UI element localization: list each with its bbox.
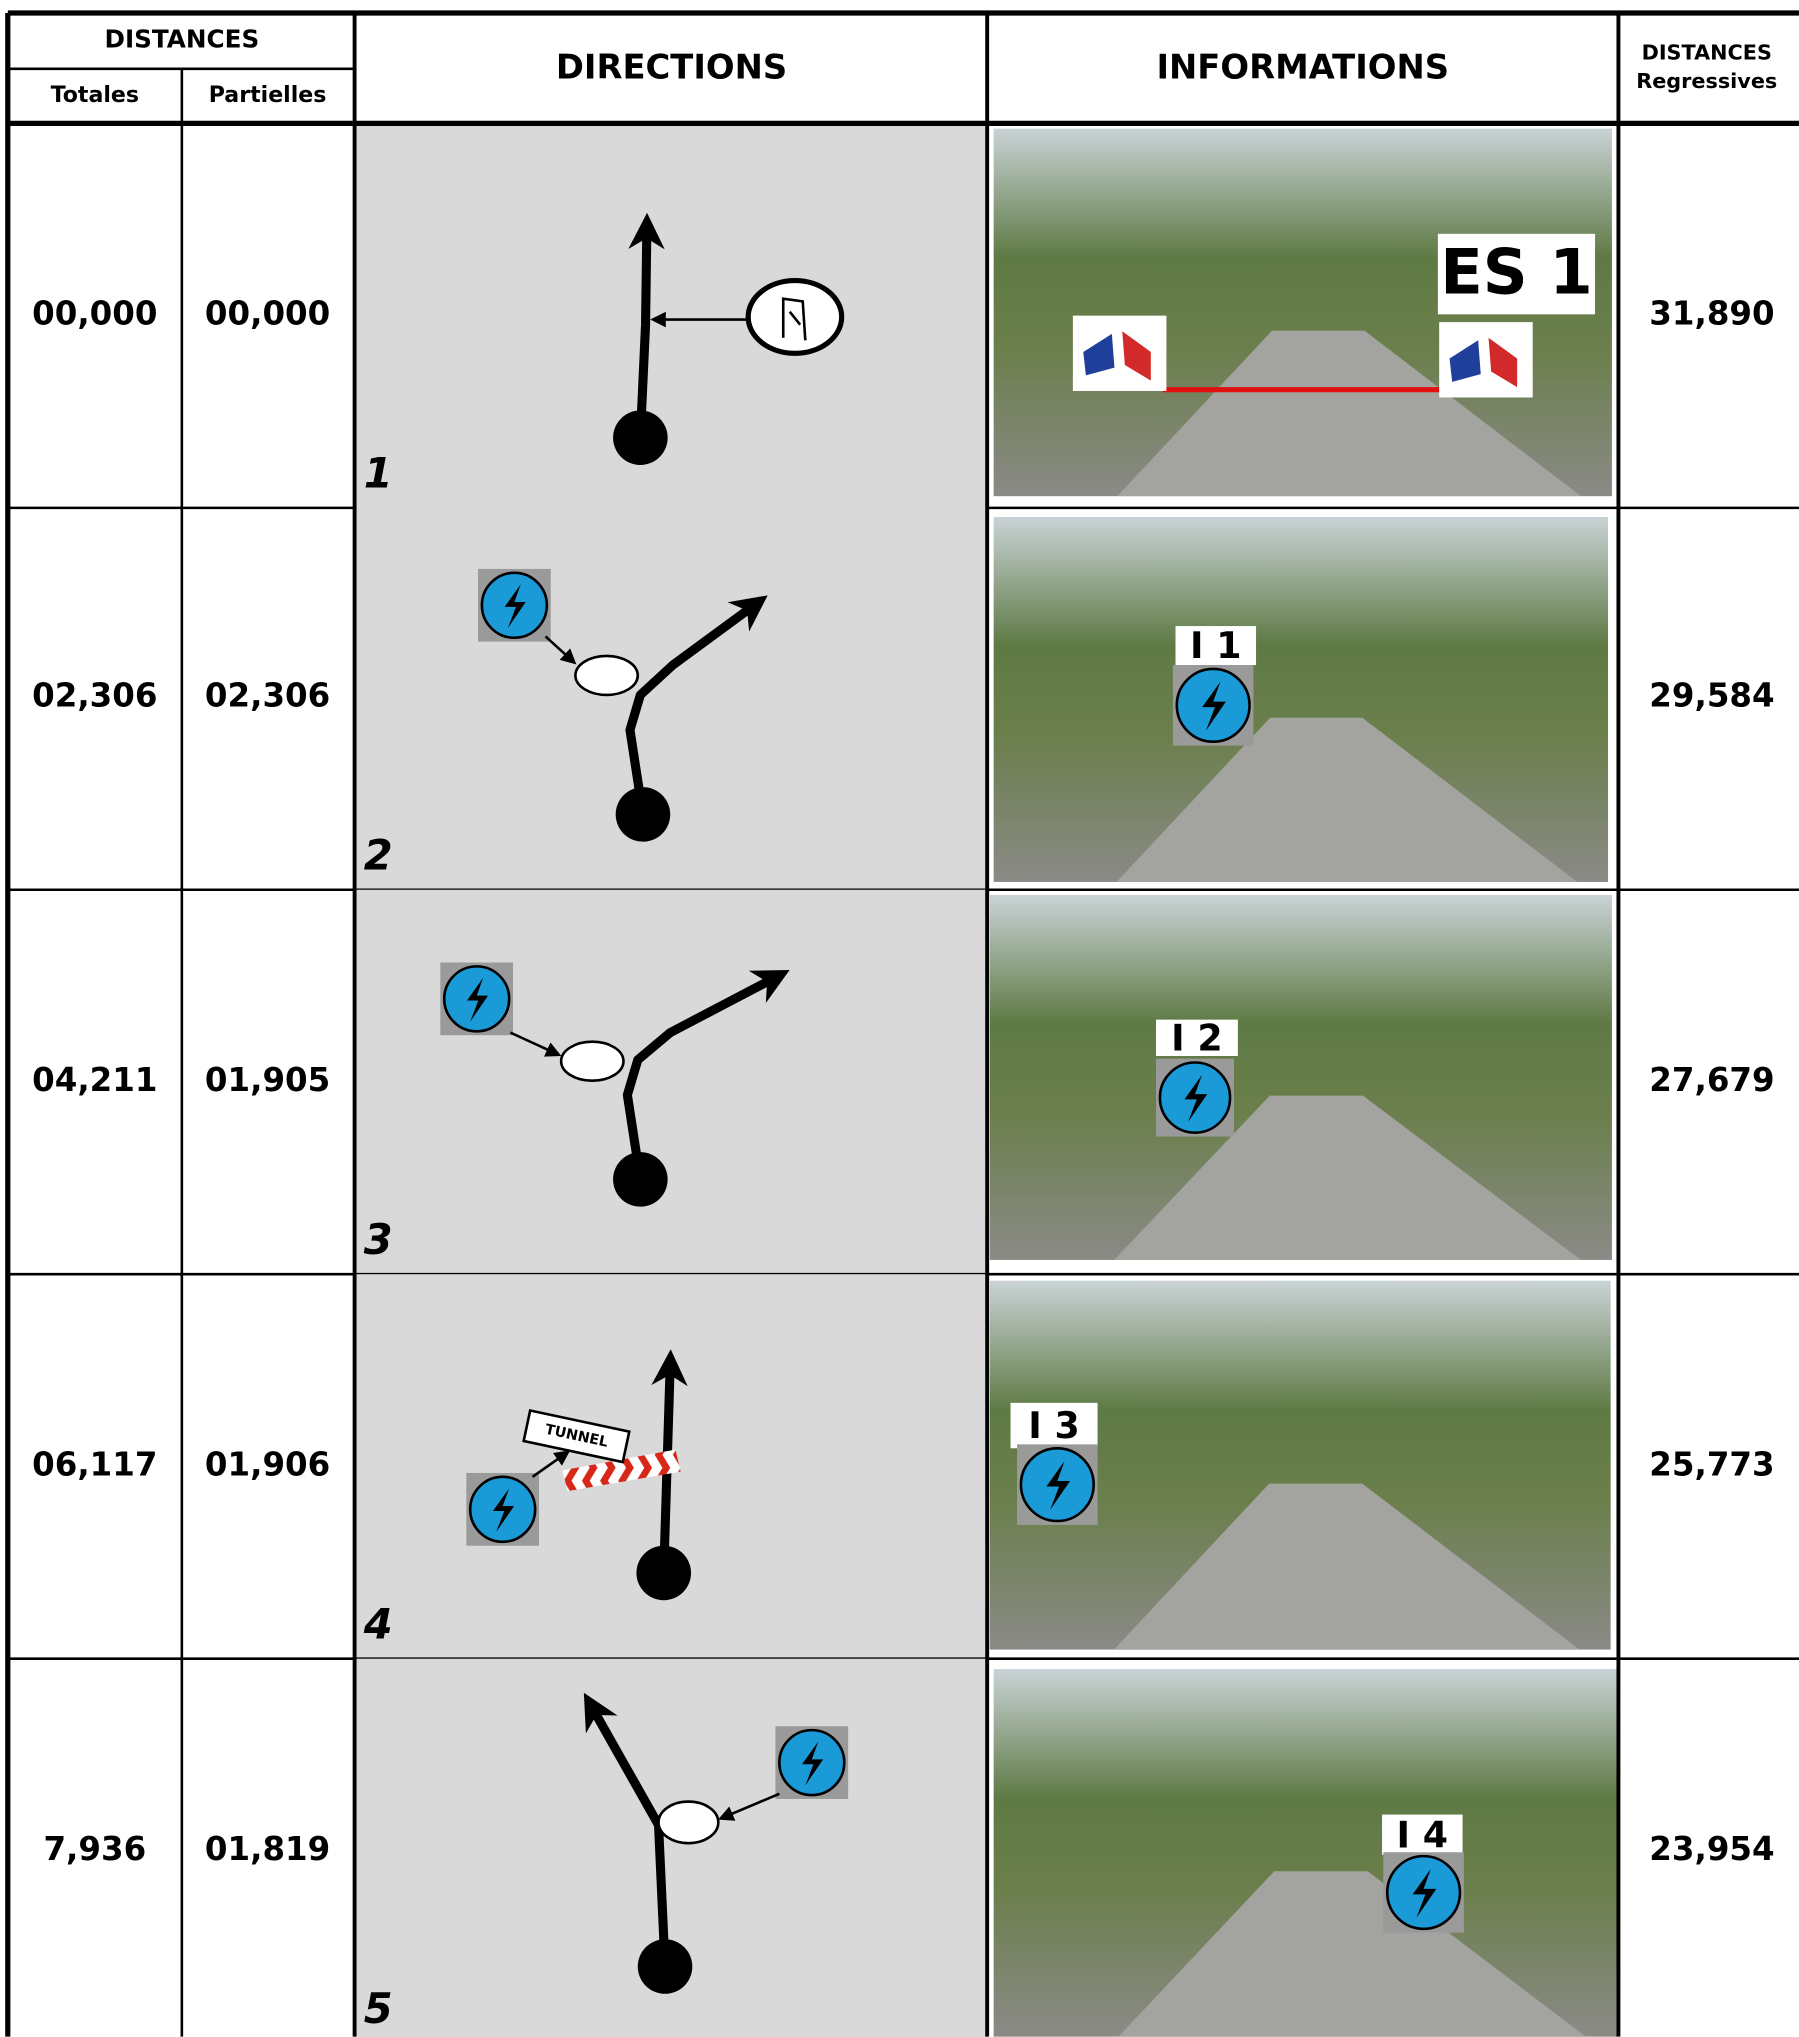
route xyxy=(628,212,665,438)
distance-regressive: 29,584 xyxy=(1649,677,1774,715)
row-number: 2 xyxy=(364,831,393,880)
info-label-box xyxy=(1156,1019,1238,1057)
distance-partielle: 01,819 xyxy=(205,1830,330,1868)
distance-totale: 02,306 xyxy=(32,677,157,715)
distance-partielle: 00,000 xyxy=(205,295,330,333)
pointer-arrow xyxy=(531,1450,571,1478)
bolt xyxy=(1412,1868,1437,1918)
header-regressives: DISTANCES xyxy=(1642,40,1772,64)
bolt xyxy=(504,584,526,629)
roadbook-table: DISTANCES Totales Partielles DIRECTIONS … xyxy=(5,10,1799,2037)
distance-regressive: 25,773 xyxy=(1649,1445,1774,1483)
distance-partielle: 02,306 xyxy=(205,677,330,715)
info-label: I 4 xyxy=(1397,1813,1449,1856)
pointer-arrow xyxy=(718,1792,780,1821)
distance-partielle: 01,906 xyxy=(205,1445,330,1483)
header-directions: DIRECTIONS xyxy=(556,47,787,86)
header-totales: Totales xyxy=(51,83,139,108)
bolt xyxy=(466,977,489,1022)
photo-road xyxy=(1117,330,1582,497)
hazard-band xyxy=(562,1449,681,1492)
route xyxy=(622,970,790,1181)
row-number: 4 xyxy=(363,1600,393,1649)
info-label-box xyxy=(1175,626,1257,666)
header-regressives-sub: Regressives xyxy=(1636,69,1777,93)
distance-regressive: 31,890 xyxy=(1649,295,1774,333)
tunnel-sign: TUNNEL xyxy=(522,1408,631,1464)
bolt xyxy=(1046,1461,1071,1511)
start-dot xyxy=(613,410,668,466)
bolt xyxy=(1202,681,1226,731)
pointer-arrow xyxy=(544,635,577,665)
flag-red xyxy=(1488,337,1518,388)
flag-blue xyxy=(1449,340,1481,382)
header-informations: INFORMATIONS xyxy=(1156,47,1449,86)
photo-road xyxy=(1116,717,1578,882)
distance-regressive: 23,954 xyxy=(1649,1830,1774,1868)
tunnel-box xyxy=(522,1408,631,1464)
distance-totale: 04,211 xyxy=(32,1061,157,1099)
row-number: 5 xyxy=(364,1984,393,2033)
info-label-box xyxy=(1010,1402,1098,1449)
row-number: 3 xyxy=(364,1215,393,1264)
info-label: I 2 xyxy=(1171,1016,1223,1059)
header-distances: DISTANCES xyxy=(104,24,259,53)
bolt xyxy=(802,1741,824,1786)
sign-symbol xyxy=(781,297,807,341)
direction-cell xyxy=(354,889,988,1275)
distance-regressive: 27,679 xyxy=(1649,1061,1774,1099)
distance-totale: 00,000 xyxy=(32,295,157,333)
info-label: I 1 xyxy=(1190,624,1242,667)
direction-cell xyxy=(354,123,988,508)
photo-road xyxy=(1113,1483,1580,1650)
pointer-arrow xyxy=(509,1031,562,1057)
flag-blue xyxy=(1083,333,1115,376)
info-label-box xyxy=(1382,1814,1463,1855)
photo-road xyxy=(1118,1871,1586,2037)
info-label: ES 1 xyxy=(1440,236,1593,309)
bolt xyxy=(1184,1074,1208,1123)
distance-totale: 06,117 xyxy=(32,1445,157,1483)
distance-totale: 7,936 xyxy=(43,1830,146,1868)
flag-red xyxy=(1122,331,1151,381)
header-partielles: Partielles xyxy=(209,83,327,108)
info-label: I 3 xyxy=(1028,1404,1080,1447)
direction-cell xyxy=(354,505,988,890)
info-label-box xyxy=(1437,233,1596,315)
roundabout xyxy=(559,1040,625,1082)
bolt xyxy=(492,1488,515,1533)
row-number: 1 xyxy=(364,449,393,498)
roundabout xyxy=(574,654,640,697)
roundabout xyxy=(657,1800,720,1845)
distance-partielle: 01,905 xyxy=(205,1061,330,1099)
route xyxy=(625,595,768,816)
